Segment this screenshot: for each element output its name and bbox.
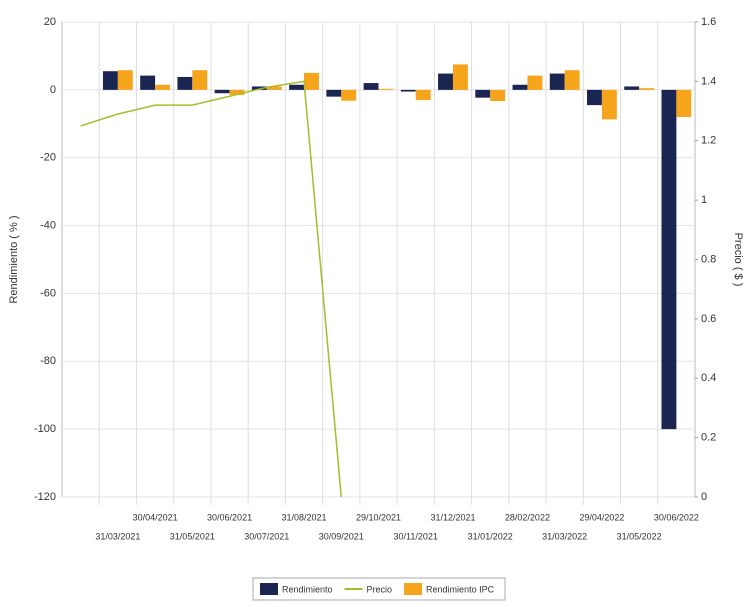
x-tick-label: 31/01/2022	[468, 531, 513, 541]
x-tick-label: 31/03/2022	[542, 531, 587, 541]
x-tick-label: 31/05/2022	[617, 531, 662, 541]
bar	[587, 89, 602, 106]
bar	[251, 86, 267, 90]
legend-box	[252, 577, 506, 601]
bar	[117, 70, 133, 90]
bar	[229, 89, 245, 95]
bar	[676, 89, 692, 117]
y-axis-title: Rendimiento ( % )	[8, 215, 20, 303]
x-tick-label: 30/06/2022	[654, 512, 699, 522]
y2-tick-label: 0.8	[701, 253, 716, 265]
line	[80, 80, 343, 498]
y-tick-label: -80	[40, 355, 56, 367]
y2-tick-label: 1.2	[701, 135, 716, 147]
x-tick-label: 30/06/2021	[207, 512, 252, 522]
bar	[490, 89, 506, 102]
bar	[155, 84, 170, 90]
x-tick-label: 31/12/2021	[430, 512, 475, 522]
y-tick-label: -100	[34, 423, 56, 435]
legend-swatch	[404, 583, 423, 595]
bar	[102, 71, 118, 90]
y2-tick-label: 1.4	[701, 75, 716, 87]
legend-label: Precio	[367, 584, 393, 594]
y-tick-label: 0	[50, 84, 56, 96]
bar	[549, 73, 565, 90]
bar	[140, 75, 156, 90]
bar	[438, 73, 453, 90]
bar	[601, 89, 617, 120]
x-tick-label: 30/09/2021	[319, 531, 364, 541]
y-tick-label: -120	[34, 491, 56, 503]
bar	[512, 84, 528, 90]
bar	[341, 89, 357, 101]
x-tick-label: 29/10/2021	[356, 512, 401, 522]
bar	[266, 86, 282, 90]
y2-tick-label: 0	[701, 491, 707, 503]
y-tick-label: -40	[40, 219, 56, 231]
y2-axis-title: Precio ( $ )	[732, 233, 744, 287]
bar	[326, 89, 342, 97]
bar	[214, 89, 230, 94]
y2-tick-label: 0.6	[701, 313, 716, 325]
y2-tick-label: 0.4	[701, 372, 716, 384]
x-tick-label: 30/04/2021	[133, 512, 178, 522]
x-tick-label: 31/08/2021	[282, 512, 327, 522]
bar	[415, 89, 431, 101]
x-tick-label: 28/02/2022	[505, 512, 550, 522]
x-tick-label: 30/07/2021	[244, 531, 289, 541]
x-tick-label: 31/05/2021	[170, 531, 215, 541]
bar	[378, 88, 394, 90]
bar	[289, 84, 305, 90]
y2-tick-label: 1.6	[701, 16, 716, 28]
legend-label: Rendimiento IPC	[426, 584, 495, 594]
y2-tick-label: 1	[701, 194, 707, 206]
bar	[661, 89, 677, 430]
bar	[177, 76, 193, 90]
bar	[363, 83, 379, 90]
y-tick-label: -20	[40, 152, 56, 164]
y-tick-label: 20	[44, 16, 56, 28]
x-tick-label: 31/03/2021	[95, 531, 140, 541]
bar	[527, 75, 543, 90]
x-tick-label: 29/04/2022	[579, 512, 624, 522]
bar	[564, 70, 580, 90]
bar	[452, 64, 468, 90]
legend-swatch	[260, 583, 278, 595]
bar	[304, 72, 319, 90]
legend-label: Rendimiento	[282, 584, 333, 594]
y2-tick-label: 0.2	[701, 432, 716, 444]
x-tick-label: 30/11/2021	[394, 531, 438, 541]
bar	[192, 70, 208, 90]
bar	[400, 89, 416, 92]
bar	[639, 88, 655, 90]
bar	[475, 89, 491, 98]
y-tick-label: -60	[40, 287, 56, 299]
bar	[624, 86, 640, 90]
